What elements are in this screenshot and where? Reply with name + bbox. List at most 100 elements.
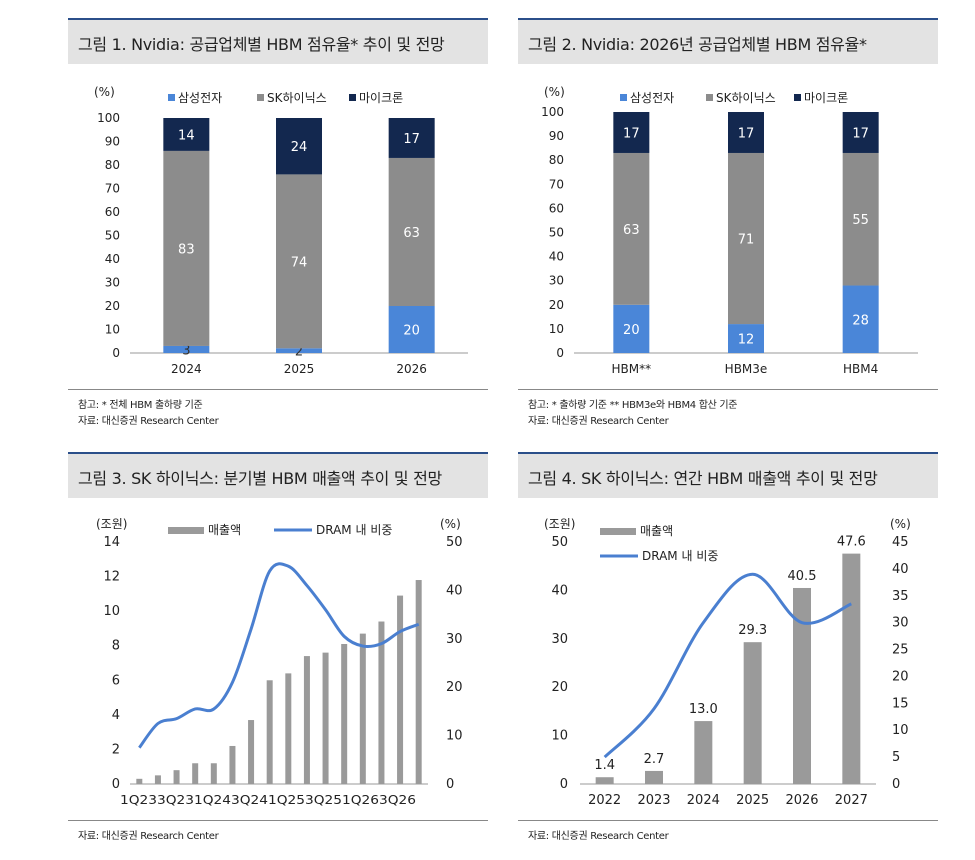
data-label: 74: [291, 255, 308, 270]
left-axis-unit: (조원): [96, 517, 127, 531]
panel-1-note-2: 자료: 대신증권 Research Center: [78, 416, 219, 427]
y-tick-label: 20: [105, 299, 120, 313]
revenue-bar: [303, 656, 310, 784]
data-label: 13.0: [689, 702, 718, 717]
right-tick-label: 40: [446, 583, 463, 598]
y-tick-label: 50: [549, 226, 564, 240]
legend-swatch-1: [168, 94, 175, 101]
bar-1-2026: [388, 306, 435, 353]
x-tick-label: 2027: [835, 793, 868, 808]
data-label: 1.4: [594, 758, 615, 773]
data-label: 20: [623, 323, 640, 338]
y-tick-label: 100: [541, 105, 564, 119]
bar-3-HBM4: [842, 112, 879, 153]
x-tick-label: 2025: [284, 362, 315, 376]
x-tick-label: 2022: [588, 793, 621, 808]
bar-3-2024: [163, 118, 210, 151]
legend-label-bar: 매출액: [208, 523, 241, 537]
legend-label-3: 마이크론: [804, 91, 848, 105]
right-tick-label: 0: [892, 777, 900, 792]
bar-1-HBM3e: [728, 324, 764, 353]
revenue-bar: [192, 763, 199, 784]
legend-swatch-2: [706, 94, 713, 101]
panel-4-note-1: 자료: 대신증권 Research Center: [528, 831, 669, 842]
chart-3: (조원) (%) 매출액 DRAM 내 비중 0 2 4 6 8 10 12 14 0 10 20 30 40 5…: [96, 517, 463, 807]
bar-3-2026: [388, 118, 435, 158]
right-axis-unit: (%): [440, 517, 461, 531]
data-label: 24: [291, 140, 308, 155]
x-tick-label: 2026: [396, 362, 427, 376]
y-axis-unit: (%): [544, 85, 565, 99]
right-tick-label: 0: [446, 777, 454, 792]
y-tick-label: 50: [105, 229, 120, 243]
data-label: 71: [738, 233, 755, 248]
panel-3-separator: [68, 820, 488, 821]
revenue-bar: [210, 763, 217, 784]
revenue-bar-2026: [793, 587, 811, 784]
data-label: 40.5: [788, 569, 817, 584]
revenue-bar: [266, 680, 273, 784]
left-tick-label: 20: [551, 680, 568, 695]
right-tick-label: 5: [892, 750, 900, 765]
y-tick-label: 60: [105, 205, 120, 219]
y-tick-label: 0: [556, 346, 564, 360]
y-tick-label: 40: [549, 250, 564, 264]
bar-2-2026: [388, 157, 435, 306]
y-tick-label: 100: [97, 111, 120, 125]
data-label: 47.6: [837, 535, 866, 550]
data-label: 29.3: [738, 623, 767, 638]
revenue-bar: [415, 580, 422, 784]
revenue-bar: [285, 673, 292, 784]
x-tick-label: HBM3e: [725, 362, 768, 376]
right-tick-label: 15: [892, 696, 909, 711]
panel-1: 그림 1. Nvidia: 공급업체별 HBM 점유율* 추이 및 전망 (%)…: [68, 18, 488, 430]
bar-1-2024: [163, 345, 210, 353]
data-label: 2.7: [644, 752, 665, 767]
legend-label-bar: 매출액: [640, 524, 673, 538]
chart-1: (%) 삼성전자 SK하이닉스 마이크론 0 10 20 30 40 50 60 70 80 90 100 3…: [94, 85, 468, 376]
legend-label-1: 삼성전자: [630, 91, 674, 105]
revenue-bar-2022: [595, 777, 614, 784]
revenue-bar-2024: [694, 721, 713, 784]
left-tick-label: 50: [551, 535, 568, 550]
left-tick-label: 30: [551, 632, 568, 647]
revenue-bar: [359, 633, 366, 784]
revenue-bar: [248, 720, 255, 784]
y-tick-label: 60: [549, 201, 564, 215]
bar-2-HBM3e: [728, 152, 764, 325]
legend-swatch-bar: [168, 527, 204, 534]
x-tick-label: 2026: [785, 793, 818, 808]
data-label: 63: [623, 223, 640, 238]
y-tick-label: 10: [105, 323, 120, 337]
legend-label-line: DRAM 내 비중: [642, 549, 718, 563]
right-tick-label: 30: [892, 616, 909, 631]
data-label: 2: [295, 345, 303, 360]
dram-share-line: [138, 562, 420, 749]
bar-1-2025: [276, 348, 322, 353]
panel-3-header: 그림 3. SK 하이닉스: 분기별 HBM 매출액 추이 및 전망: [68, 452, 488, 498]
y-tick-label: 0: [112, 346, 120, 360]
panel-1-note-1: 참고: * 전체 HBM 출하량 기준: [78, 400, 203, 411]
y-tick-label: 90: [105, 135, 120, 149]
right-tick-label: 30: [446, 632, 463, 647]
revenue-bar: [397, 595, 404, 784]
data-label: 14: [178, 128, 195, 143]
bar-1-HBM**: [613, 304, 650, 353]
right-tick-label: 50: [446, 535, 463, 550]
data-label: 63: [403, 226, 420, 241]
legend-swatch-1: [620, 94, 627, 101]
data-label: 83: [178, 242, 195, 257]
x-tick-label: 2024: [687, 793, 720, 808]
left-tick-label: 6: [112, 673, 120, 688]
legend-swatch-3: [349, 94, 356, 101]
y-tick-label: 80: [105, 158, 120, 172]
left-tick-label: 40: [551, 583, 568, 598]
left-tick-label: 10: [103, 604, 120, 619]
x-tick-label: HBM**: [612, 362, 652, 376]
legend-label-2: SK하이닉스: [716, 91, 776, 105]
right-tick-label: 10: [446, 729, 463, 744]
bar-1-HBM4: [842, 285, 879, 353]
chart-2: (%) 삼성전자 SK하이닉스 마이크론 0 10 20 30 40 50 60 70 80 90 100 2…: [541, 85, 918, 376]
bar-3-HBM**: [613, 112, 650, 153]
